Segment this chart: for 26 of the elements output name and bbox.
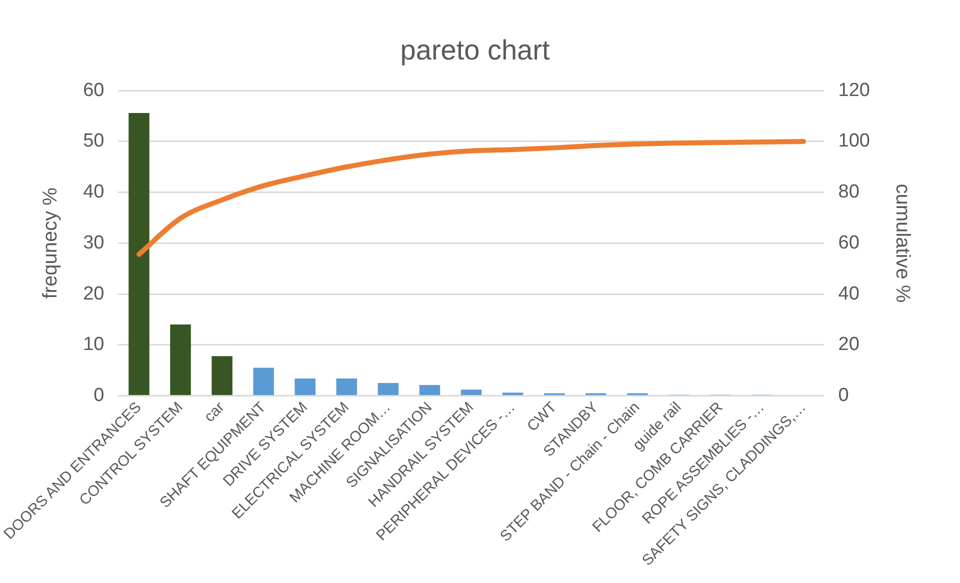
y2-axis-title: cumulative %: [891, 184, 914, 303]
y-tick-label: 50: [83, 130, 104, 152]
y2-tick-label: 120: [838, 80, 870, 101]
y2-tick-label: 40: [838, 283, 860, 304]
bar: [212, 356, 232, 395]
y-tick-label: 60: [83, 80, 104, 101]
y-tick-label: 10: [83, 334, 104, 356]
y-axis-title: frequnecy %: [40, 187, 62, 299]
bar: [294, 378, 316, 395]
chart-title: pareto chart: [400, 34, 550, 66]
bar: [128, 112, 150, 395]
bar: [253, 368, 274, 395]
y2-tick-label: 0: [838, 384, 849, 406]
y2-tick-label: 100: [838, 130, 870, 152]
y2-tick-label: 20: [838, 334, 860, 356]
y-tick-label: 30: [83, 232, 104, 254]
y2-tick-label: 60: [838, 232, 860, 254]
bar: [378, 383, 399, 395]
y2-tick-label: 80: [838, 182, 860, 203]
bar: [419, 385, 440, 395]
y-tick-label: 0: [94, 384, 104, 406]
bar: [336, 378, 358, 395]
y-tick-label: 40: [83, 182, 104, 203]
bar: [170, 324, 191, 395]
bar: [460, 390, 482, 395]
y-tick-label: 20: [83, 283, 104, 304]
